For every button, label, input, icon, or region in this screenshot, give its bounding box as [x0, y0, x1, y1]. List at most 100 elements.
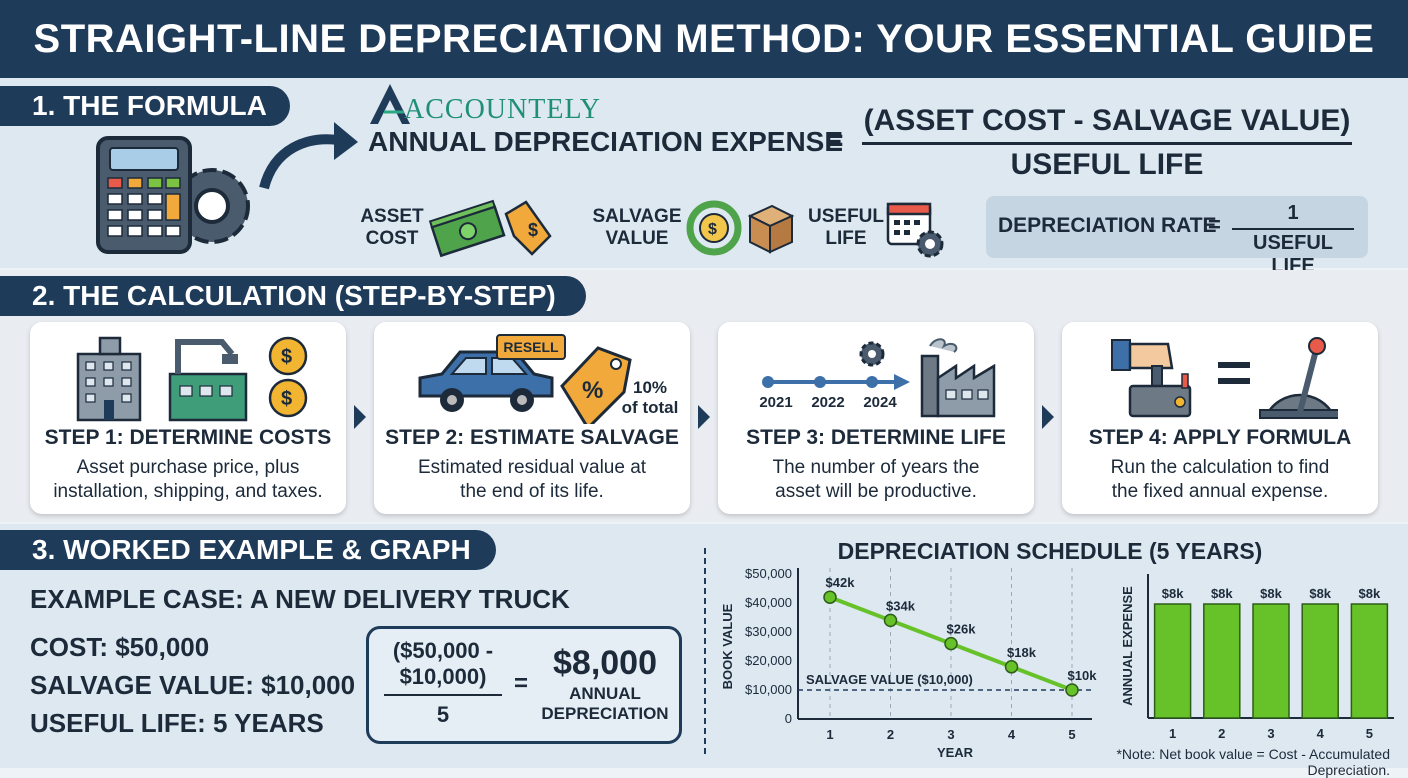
- example-life: USEFUL LIFE: 5 YEARS: [30, 708, 324, 738]
- step-3-title: STEP 3: DETERMINE LIFE: [746, 426, 1006, 449]
- step-1-title: STEP 1: DETERMINE COSTS: [44, 426, 332, 449]
- page-title: STRAIGHT-LINE DEPRECIATION METHOD: YOUR …: [0, 0, 1408, 78]
- y-tick-label: $20,000: [745, 653, 792, 668]
- x-tick-label: 2: [887, 727, 894, 742]
- example-calc-equals: =: [514, 670, 529, 697]
- y-tick-label: $50,000: [745, 566, 792, 581]
- x-tick-label: 3: [947, 727, 954, 742]
- svg-text:$: $: [708, 221, 717, 238]
- y-tick-label: $10,000: [745, 682, 792, 697]
- example-result: $8,000: [553, 644, 657, 682]
- x-tick-label: 1: [1169, 726, 1176, 741]
- svg-text:$: $: [281, 388, 292, 410]
- factory-icon: [920, 338, 996, 418]
- step-3-description: The number of years the asset will be pro…: [772, 457, 980, 502]
- example-calc-divider: [384, 694, 502, 696]
- svg-text:$: $: [281, 346, 292, 368]
- formula-equals: =: [826, 124, 844, 157]
- salvage-percent-label: 10% of total: [621, 378, 679, 417]
- section-divider: [704, 548, 706, 754]
- data-label: $8k: [1359, 586, 1381, 601]
- footnote: *Note: Net book value = Cost - Accumulat…: [1116, 746, 1390, 778]
- data-label: $26k: [947, 622, 977, 637]
- brand-logo-icon: [370, 84, 410, 124]
- year-label-1: 2021: [759, 394, 793, 411]
- calendar-gear-icon: [886, 202, 944, 258]
- example-calc-numerator: ($50,000 - $10,000): [392, 638, 494, 689]
- y-tick-label: 0: [785, 711, 792, 726]
- buildings-coins-icon: $ $: [76, 336, 308, 422]
- legend-useful-life: USEFUL LIFE: [808, 206, 884, 249]
- expense-bar: [1301, 603, 1339, 719]
- chart-title: DEPRECIATION SCHEDULE (5 YEARS): [837, 538, 1263, 564]
- step-2-description: Estimated residual value at the end of it…: [417, 457, 647, 502]
- x-tick-label: 4: [1317, 726, 1325, 741]
- rate-divider: [1232, 228, 1354, 230]
- svg-text:$: $: [528, 220, 538, 240]
- data-point: [1065, 683, 1079, 697]
- step-1-description: Asset purchase price, plus installation, …: [53, 457, 323, 502]
- y-axis-label: BOOK VALUE: [720, 603, 735, 689]
- rate-numerator: 1: [1287, 202, 1299, 224]
- data-label: $8k: [1211, 586, 1233, 601]
- x-tick-label: 5: [1366, 726, 1373, 741]
- example-calc-denominator: 5: [436, 702, 450, 727]
- data-label: $42k: [826, 575, 856, 590]
- step-card-1: $ $ STEP 1: DETERMINE COSTS Asset purcha…: [30, 322, 346, 514]
- resell-tag: RESELL: [496, 334, 566, 360]
- x-tick-label: 1: [826, 727, 833, 742]
- section-title-calculation: 2. THE CALCULATION (STEP-BY-STEP): [0, 276, 586, 316]
- step-2-title: STEP 2: ESTIMATE SALVAGE: [385, 426, 679, 449]
- step-card-4: STEP 4: APPLY FORMULA Run the calculatio…: [1062, 322, 1378, 514]
- data-label: $8k: [1309, 586, 1331, 601]
- expense-bar: [1350, 603, 1389, 719]
- data-label: $8k: [1162, 586, 1184, 601]
- rate-equals: =: [1208, 212, 1221, 237]
- lever-equals-icon: [1111, 337, 1338, 419]
- chevron-right-icon: [698, 405, 710, 429]
- example-result-caption: ANNUAL DEPRECIATION: [541, 684, 669, 723]
- section-title-formula: 1. THE FORMULA: [0, 86, 290, 126]
- arrow-icon: [259, 122, 358, 190]
- x-axis-label: YEAR: [937, 745, 974, 760]
- year-label-3: 2024: [863, 394, 897, 411]
- y-axis-label: ANNUAL EXPENSE: [1120, 586, 1135, 706]
- example-case-title: EXAMPLE CASE: A NEW DELIVERY TRUCK: [30, 584, 570, 614]
- section-title-example: 3. WORKED EXAMPLE & GRAPH: [0, 530, 496, 570]
- step-4-description: Run the calculation to find the fixed ann…: [1110, 457, 1330, 502]
- step-card-2: RESELL % 10% of total STEP 2: ESTIMATE SA…: [374, 322, 690, 514]
- calculator-icon: [96, 136, 250, 254]
- expense-bar: [1203, 603, 1241, 719]
- y-tick-label: $30,000: [745, 624, 792, 639]
- rate-label: DEPRECIATION RATE: [998, 214, 1217, 237]
- annual-expense-bar-chart: ANNUAL EXPENSE $8k 1 $8k 2 $8k 3 $8k 4 $8k 5: [1120, 574, 1394, 741]
- step-card-3: 2021 2022 2024 STEP 3: DETERMINE LIFE Th…: [718, 322, 1034, 514]
- percent-tag-icon: %: [560, 346, 632, 424]
- expense-bar: [1252, 603, 1290, 719]
- depreciation-rate-box: [986, 196, 1368, 258]
- legend-salvage-value: SALVAGE VALUE: [592, 206, 682, 249]
- data-point: [883, 613, 898, 628]
- y-tick-label: $40,000: [745, 595, 792, 610]
- x-tick-label: 5: [1068, 727, 1075, 742]
- timeline-icon: [762, 341, 910, 390]
- chevron-right-icon: [354, 405, 366, 429]
- formula-divider: [862, 142, 1352, 145]
- data-label: $18k: [1007, 645, 1037, 660]
- depreciation-line-chart: 0 $10,000 $20,000 $30,000 $40,000 $50,000 1 2 3 4…: [720, 566, 1097, 760]
- formula-lhs: ANNUAL DEPRECIATION EXPENSE: [368, 126, 844, 157]
- money-tag-icon: $: [428, 199, 552, 258]
- x-tick-label: 4: [1008, 727, 1016, 742]
- chevron-right-icon: [1042, 405, 1054, 429]
- formula-numerator: (ASSET COST - SALVAGE VALUE): [863, 104, 1351, 137]
- legend-asset-cost: ASSET COST: [360, 206, 424, 249]
- x-tick-label: 2: [1218, 726, 1225, 741]
- data-point: [944, 636, 958, 651]
- example-salvage: SALVAGE VALUE: $10,000: [30, 670, 356, 700]
- recycle-box-icon: $: [686, 200, 795, 256]
- expense-bar: [1153, 603, 1192, 719]
- brand-name: ACCOUNTELY: [404, 94, 601, 125]
- example-calculation-box: [366, 626, 682, 744]
- example-cost: COST: $50,000: [30, 632, 210, 662]
- formula-denominator: USEFUL LIFE: [1010, 148, 1204, 181]
